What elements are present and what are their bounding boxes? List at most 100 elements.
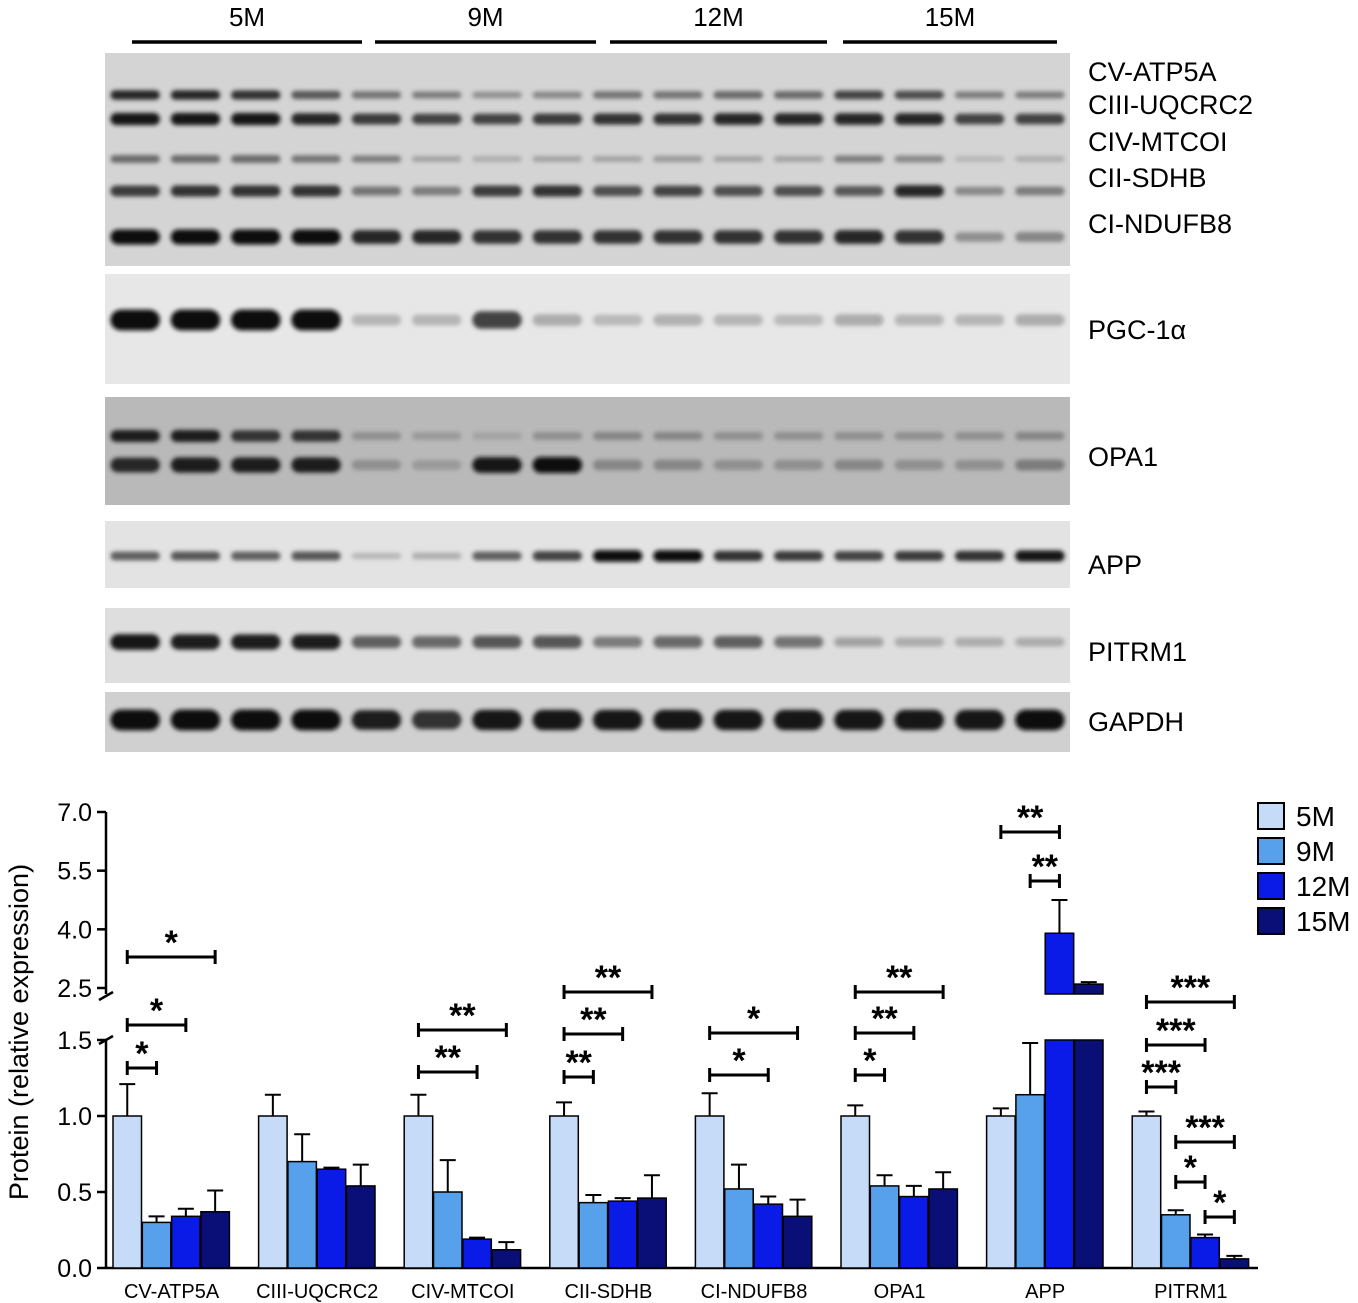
bar — [287, 1160, 318, 1269]
band — [954, 113, 1005, 125]
band — [834, 90, 884, 100]
legend-swatch — [1257, 907, 1285, 935]
band — [1015, 459, 1065, 471]
y-tick-label: 1.5 — [57, 1027, 92, 1055]
band — [653, 459, 703, 471]
band — [472, 311, 522, 329]
significance-label: * — [747, 1000, 761, 1038]
band — [713, 459, 764, 471]
band — [532, 551, 583, 561]
band — [954, 156, 1005, 162]
band — [170, 430, 221, 442]
band — [713, 113, 764, 125]
band — [351, 431, 402, 441]
band — [411, 186, 462, 196]
band — [291, 551, 341, 561]
band-label: APP — [1088, 550, 1142, 580]
band — [954, 314, 1005, 326]
band — [773, 155, 824, 163]
band — [834, 185, 884, 197]
band — [834, 709, 884, 731]
band-label: CI-NDUFB8 — [1088, 209, 1232, 239]
band — [110, 709, 160, 731]
band — [713, 185, 764, 197]
significance-label: * — [863, 1042, 877, 1080]
band — [411, 710, 462, 730]
band — [834, 230, 884, 244]
band — [472, 91, 522, 99]
band — [170, 90, 221, 100]
bar-chart: 0.0 0.5 1.0 1.5 2.5 4.0 5.5 7.0 Protein (relativ… — [4, 799, 1350, 1303]
blot-panel-app: APP — [105, 521, 1142, 588]
band — [291, 457, 341, 473]
band — [894, 459, 944, 471]
band — [592, 459, 643, 471]
band — [472, 113, 522, 125]
legend-label: 5M — [1296, 801, 1335, 832]
band — [1015, 709, 1065, 731]
band — [592, 314, 643, 326]
y-tick-label: 0.5 — [57, 1179, 92, 1207]
y-tick-label: 5.5 — [57, 858, 92, 886]
band — [351, 459, 402, 471]
bar — [840, 1115, 871, 1269]
band — [231, 229, 281, 245]
band — [532, 456, 583, 474]
band-row — [110, 709, 1065, 731]
band — [834, 113, 884, 125]
band — [834, 637, 884, 647]
band — [110, 457, 160, 473]
band — [472, 709, 522, 731]
band — [110, 309, 160, 331]
band — [894, 230, 944, 244]
band — [592, 113, 643, 125]
band — [532, 113, 583, 125]
band — [291, 90, 341, 100]
significance-label: * — [150, 992, 164, 1030]
band — [110, 90, 160, 100]
significance-label: *** — [1156, 1012, 1196, 1050]
bar — [753, 1203, 784, 1269]
blot-panel-pgc1a: PGC-1α — [105, 274, 1186, 384]
band — [894, 551, 944, 561]
band — [472, 457, 522, 473]
band — [231, 709, 281, 731]
band — [351, 91, 402, 99]
significance-label: *** — [1171, 969, 1211, 1007]
band — [653, 91, 703, 99]
band — [170, 112, 221, 126]
bar — [928, 1188, 959, 1269]
band — [592, 550, 643, 562]
band — [411, 432, 462, 440]
bar — [462, 1238, 493, 1269]
band — [110, 430, 160, 442]
band-label: CII-SDHB — [1088, 163, 1207, 193]
band — [773, 636, 824, 648]
band — [351, 113, 402, 125]
band — [713, 550, 764, 562]
band — [592, 709, 643, 731]
bar — [200, 1211, 231, 1269]
band — [351, 635, 402, 649]
y-axis-label: Protein (relative expression) — [4, 864, 34, 1200]
bar — [898, 1195, 929, 1269]
band — [653, 709, 703, 731]
band — [291, 430, 341, 442]
band — [773, 459, 824, 471]
band — [532, 314, 583, 326]
band — [954, 431, 1005, 441]
band — [713, 431, 764, 441]
band — [954, 709, 1005, 731]
band-label: CV-ATP5A — [1088, 57, 1217, 87]
significance-label: ** — [435, 1039, 462, 1077]
bar — [1073, 983, 1104, 995]
significance-label: ** — [1032, 848, 1059, 886]
band — [291, 634, 341, 650]
band-label: PGC-1α — [1088, 315, 1186, 345]
band — [532, 185, 583, 197]
axis-break-gap — [94, 995, 1254, 1038]
band — [773, 230, 824, 244]
band-label: OPA1 — [1088, 442, 1158, 472]
band — [231, 551, 281, 561]
band — [653, 636, 703, 648]
